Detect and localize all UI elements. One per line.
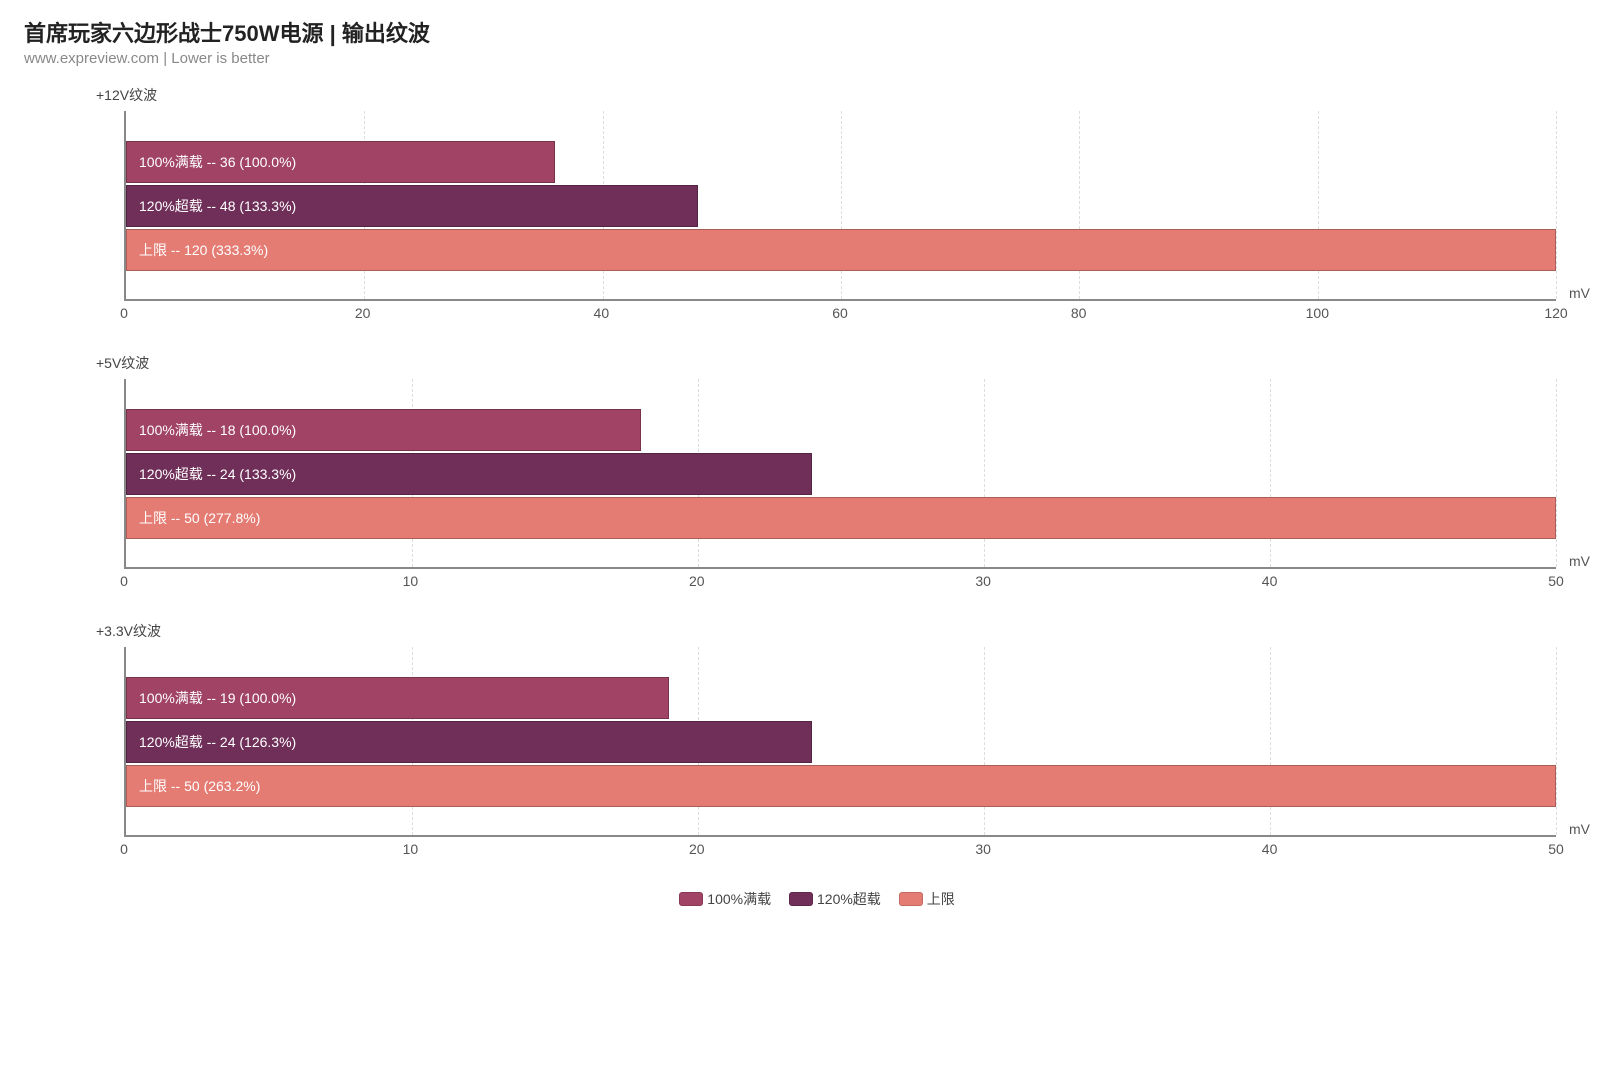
bar-label: 上限 -- 120 (333.3%) (139, 240, 268, 260)
x-tick: 60 (832, 305, 848, 321)
x-tick: 50 (1548, 573, 1564, 589)
bar: 120%超载 -- 48 (133.3%) (126, 185, 698, 227)
plot: 100%满载 -- 36 (100.0%) 120%超载 -- 48 (133.3… (124, 111, 1556, 341)
x-tick: 0 (120, 573, 128, 589)
x-tick: 40 (1262, 573, 1278, 589)
x-unit: mV (1569, 285, 1590, 301)
bar: 上限 -- 50 (277.8%) (126, 497, 1556, 539)
legend-swatch-full (679, 892, 703, 906)
bar: 上限 -- 120 (333.3%) (126, 229, 1556, 271)
panel-label: +5V纹波 (96, 353, 1596, 373)
x-tick: 40 (594, 305, 610, 321)
x-tick: 120 (1544, 305, 1567, 321)
chart-panel: +3.3V纹波 100%满载 -- 19 (100.0%) 120%超载 -- 24… (24, 621, 1596, 877)
x-tick: 80 (1071, 305, 1087, 321)
x-unit: mV (1569, 821, 1590, 837)
bar-label: 上限 -- 50 (263.2%) (139, 776, 260, 796)
plot-area: 100%满载 -- 36 (100.0%) 120%超载 -- 48 (133.3… (124, 111, 1556, 301)
gridline (1556, 111, 1557, 299)
legend-label-over: 120%超载 (817, 891, 881, 907)
x-axis: 01020304050 (124, 569, 1556, 609)
x-tick: 0 (120, 841, 128, 857)
x-tick: 20 (355, 305, 371, 321)
plot: 100%满载 -- 18 (100.0%) 120%超载 -- 24 (133.3… (124, 379, 1556, 609)
panel-label: +3.3V纹波 (96, 621, 1596, 641)
plot-area: 100%满载 -- 19 (100.0%) 120%超载 -- 24 (126.3… (124, 647, 1556, 837)
bar-label: 上限 -- 50 (277.8%) (139, 508, 260, 528)
x-tick: 40 (1262, 841, 1278, 857)
bar: 100%满载 -- 19 (100.0%) (126, 677, 669, 719)
legend-label-full: 100%满载 (707, 891, 771, 907)
x-axis: 020406080100120 (124, 301, 1556, 341)
bar: 120%超载 -- 24 (133.3%) (126, 453, 812, 495)
x-tick: 30 (975, 841, 991, 857)
x-unit: mV (1569, 553, 1590, 569)
panel-label: +12V纹波 (96, 85, 1596, 105)
bar-label: 120%超载 -- 48 (133.3%) (139, 196, 296, 216)
legend-swatch-limit (899, 892, 923, 906)
chart-panel: +12V纹波 100%满载 -- 36 (100.0%) 120%超载 -- 48 … (24, 85, 1596, 341)
chart-panels: +12V纹波 100%满载 -- 36 (100.0%) 120%超载 -- 48 … (24, 85, 1596, 877)
legend-swatch-over (789, 892, 813, 906)
chart-panel: +5V纹波 100%满载 -- 18 (100.0%) 120%超载 -- 24 (… (24, 353, 1596, 609)
bar-label: 120%超载 -- 24 (133.3%) (139, 464, 296, 484)
legend-label-limit: 上限 (927, 891, 955, 907)
bar-label: 120%超载 -- 24 (126.3%) (139, 732, 296, 752)
x-tick: 10 (403, 573, 419, 589)
plot: 100%满载 -- 19 (100.0%) 120%超载 -- 24 (126.3… (124, 647, 1556, 877)
x-tick: 20 (689, 573, 705, 589)
legend: 100%满载 120%超载 上限 (24, 889, 1596, 909)
gridline (1556, 379, 1557, 567)
x-tick: 30 (975, 573, 991, 589)
bar: 100%满载 -- 36 (100.0%) (126, 141, 555, 183)
chart-subtitle: www.expreview.com | Lower is better (24, 50, 1596, 67)
bar-label: 100%满载 -- 19 (100.0%) (139, 688, 296, 708)
chart-title: 首席玩家六边形战士750W电源 | 输出纹波 (24, 16, 1596, 48)
bar-label: 100%满载 -- 18 (100.0%) (139, 420, 296, 440)
bar-label: 100%满载 -- 36 (100.0%) (139, 152, 296, 172)
x-tick: 0 (120, 305, 128, 321)
x-tick: 20 (689, 841, 705, 857)
bar: 100%满载 -- 18 (100.0%) (126, 409, 641, 451)
gridline (1556, 647, 1557, 835)
x-tick: 50 (1548, 841, 1564, 857)
x-tick: 100 (1306, 305, 1329, 321)
plot-area: 100%满载 -- 18 (100.0%) 120%超载 -- 24 (133.3… (124, 379, 1556, 569)
x-axis: 01020304050 (124, 837, 1556, 877)
bar: 120%超载 -- 24 (126.3%) (126, 721, 812, 763)
bar: 上限 -- 50 (263.2%) (126, 765, 1556, 807)
x-tick: 10 (403, 841, 419, 857)
